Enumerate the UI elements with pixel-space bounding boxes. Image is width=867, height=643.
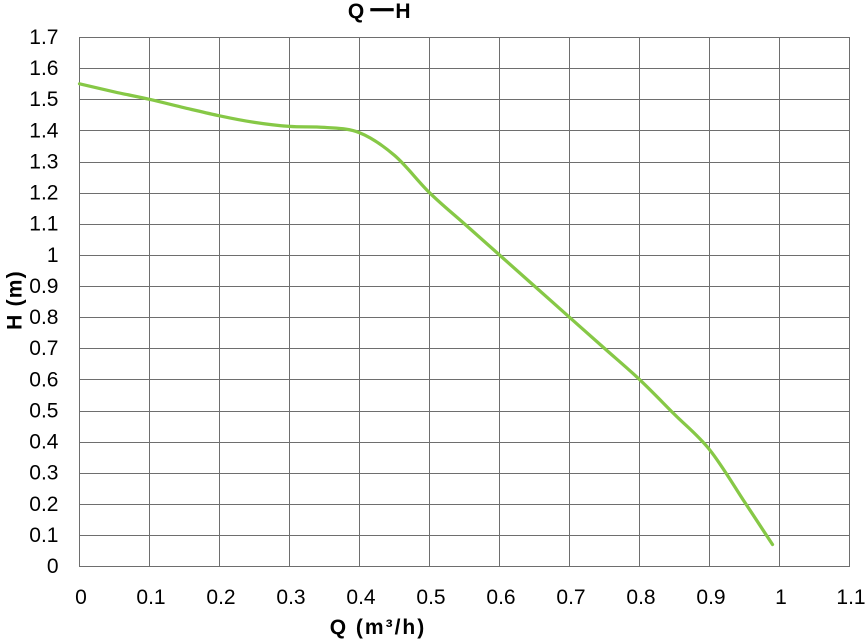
svg-text:1: 1 [47, 244, 59, 267]
svg-text:0.8: 0.8 [626, 586, 655, 609]
svg-text:H: H [395, 0, 410, 23]
svg-text:1.6: 1.6 [29, 57, 58, 80]
svg-text:0.9: 0.9 [29, 275, 58, 298]
svg-text:0.4: 0.4 [346, 586, 376, 609]
svg-text:0.3: 0.3 [29, 462, 58, 485]
svg-text:0.6: 0.6 [29, 368, 58, 391]
svg-text:1.3: 1.3 [29, 150, 58, 173]
svg-text:0.5: 0.5 [29, 399, 58, 422]
svg-text:1.1: 1.1 [836, 586, 865, 609]
svg-text:0.5: 0.5 [416, 586, 445, 609]
svg-text:1.5: 1.5 [29, 88, 58, 111]
svg-text:0.2: 0.2 [29, 493, 58, 516]
svg-text:1: 1 [775, 586, 787, 609]
svg-text:0: 0 [47, 555, 59, 578]
svg-text:1.2: 1.2 [29, 182, 58, 205]
svg-text:0.1: 0.1 [136, 586, 165, 609]
svg-text:1.7: 1.7 [29, 26, 58, 49]
svg-text:0.2: 0.2 [206, 586, 235, 609]
svg-text:0.6: 0.6 [486, 586, 515, 609]
svg-text:0.7: 0.7 [556, 586, 585, 609]
svg-text:0.4: 0.4 [29, 431, 59, 454]
svg-text:0.3: 0.3 [276, 586, 305, 609]
svg-text:1.4: 1.4 [29, 119, 59, 142]
svg-text:0.9: 0.9 [696, 586, 725, 609]
svg-text:0: 0 [75, 586, 87, 609]
svg-text:1.1: 1.1 [29, 213, 58, 236]
svg-text:Q: Q [348, 0, 364, 23]
svg-text:0.8: 0.8 [29, 306, 58, 329]
svg-text:0.7: 0.7 [29, 337, 58, 360]
svg-text:0.1: 0.1 [29, 524, 58, 547]
svg-text:H (m): H (m) [4, 270, 27, 330]
svg-text:Q (m³/h): Q (m³/h) [330, 616, 426, 639]
